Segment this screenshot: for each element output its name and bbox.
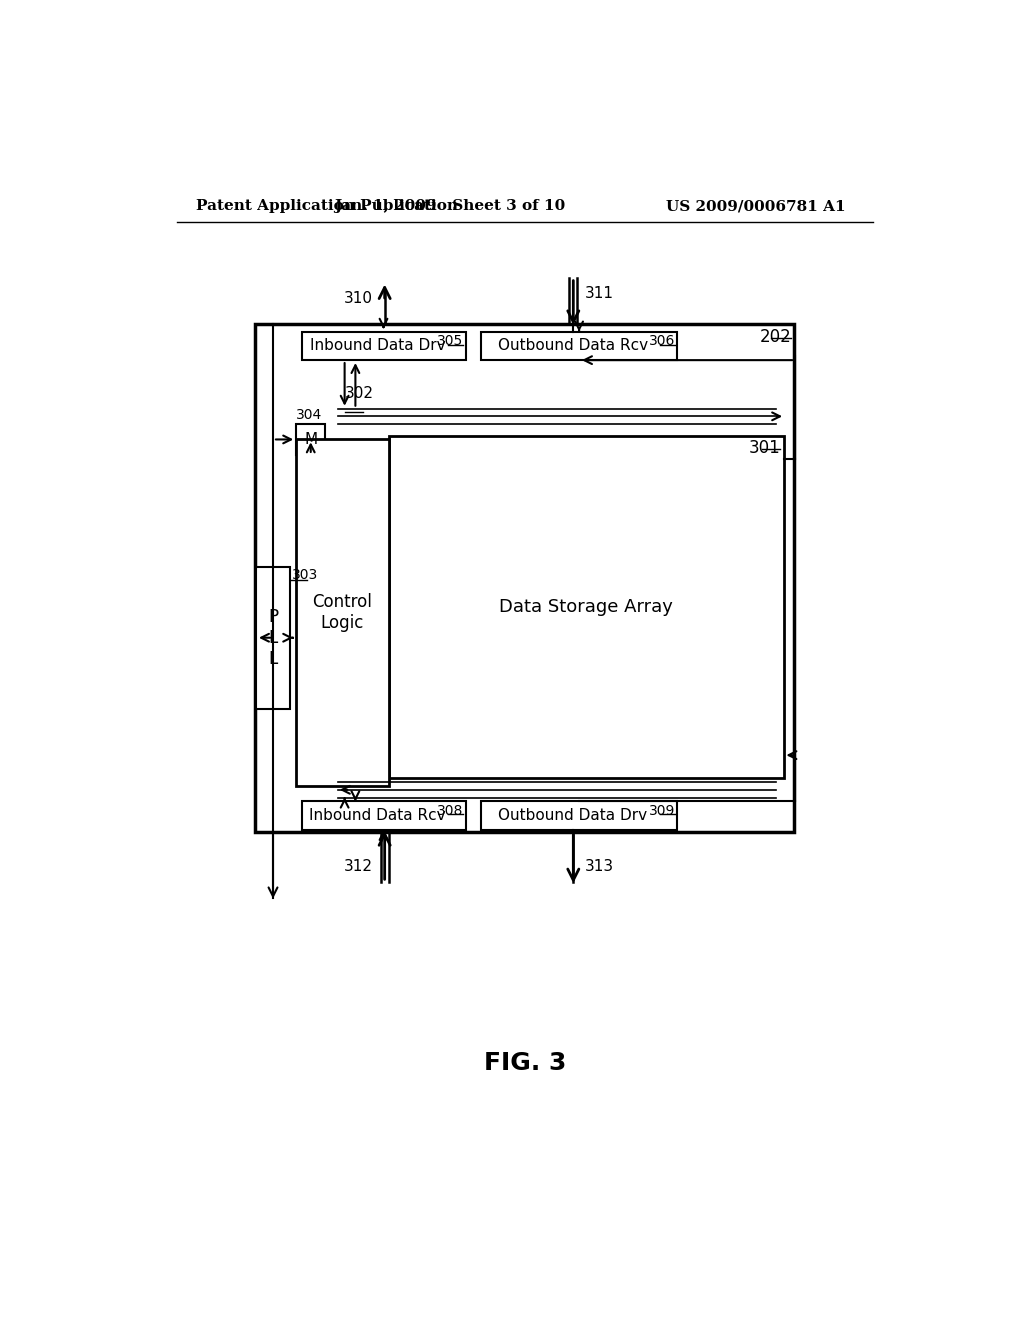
Text: 305: 305 bbox=[437, 334, 463, 348]
Bar bbox=[481, 331, 677, 360]
Text: 202: 202 bbox=[760, 327, 792, 346]
Text: 304: 304 bbox=[296, 408, 323, 422]
Text: 313: 313 bbox=[585, 859, 614, 874]
Text: 309: 309 bbox=[648, 804, 675, 817]
Text: 302: 302 bbox=[345, 385, 374, 401]
Bar bbox=[481, 801, 677, 830]
Bar bbox=[301, 801, 466, 830]
Text: 303: 303 bbox=[292, 568, 317, 582]
Bar bbox=[388, 436, 783, 779]
Text: M: M bbox=[304, 432, 317, 447]
Bar bbox=[296, 424, 326, 455]
Text: Data Storage Array: Data Storage Array bbox=[499, 598, 673, 616]
Text: 310: 310 bbox=[344, 290, 373, 306]
Text: 311: 311 bbox=[585, 285, 613, 301]
Bar bbox=[256, 566, 290, 709]
Text: 306: 306 bbox=[648, 334, 675, 348]
Text: 312: 312 bbox=[344, 859, 373, 874]
Bar bbox=[301, 331, 466, 360]
Text: P
L
L: P L L bbox=[268, 609, 279, 668]
Text: US 2009/0006781 A1: US 2009/0006781 A1 bbox=[666, 199, 846, 213]
Text: Inbound Data Rcv: Inbound Data Rcv bbox=[309, 808, 445, 824]
Text: 301: 301 bbox=[749, 440, 780, 458]
Text: Patent Application Publication: Patent Application Publication bbox=[196, 199, 458, 213]
Text: Inbound Data Drv: Inbound Data Drv bbox=[309, 338, 445, 354]
Bar bbox=[296, 440, 388, 785]
Text: Outbound Data Rcv: Outbound Data Rcv bbox=[498, 338, 648, 354]
Bar bbox=[255, 323, 795, 832]
Text: Jan. 1, 2009   Sheet 3 of 10: Jan. 1, 2009 Sheet 3 of 10 bbox=[335, 199, 565, 213]
Text: Outbound Data Drv: Outbound Data Drv bbox=[499, 808, 647, 824]
Text: FIG. 3: FIG. 3 bbox=[483, 1051, 566, 1076]
Text: 308: 308 bbox=[437, 804, 463, 817]
Text: Control
Logic: Control Logic bbox=[312, 593, 373, 632]
